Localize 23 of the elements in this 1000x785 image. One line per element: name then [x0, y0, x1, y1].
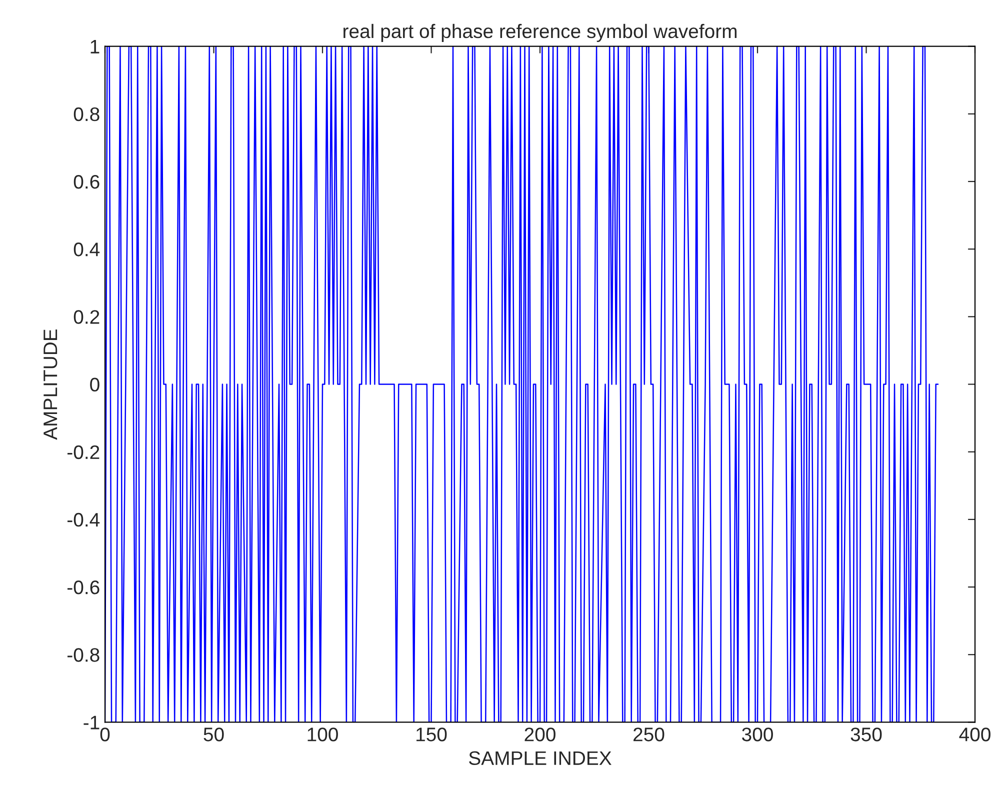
x-tick-label: 0	[100, 728, 110, 742]
chart-title: real part of phase reference symbol waveform	[344, 24, 737, 42]
x-tick-label: 300	[742, 728, 773, 742]
x-tick-label: 350	[850, 728, 882, 742]
y-axis-title: AMPLITUDE	[44, 329, 58, 440]
y-tick-label: 0.2	[74, 310, 100, 324]
y-tick-label: 0.8	[74, 107, 100, 122]
x-tick-label: 150	[416, 728, 447, 742]
y-tick-label: -0.6	[68, 580, 100, 594]
x-tick-label: 50	[204, 728, 224, 742]
x-tick-label: 100	[308, 728, 338, 742]
y-tick-label: 1	[90, 40, 100, 54]
y-tick-label: -0.8	[68, 648, 100, 662]
y-tick-label: -1	[84, 716, 100, 730]
y-tick-label: 0	[90, 378, 100, 392]
y-tick-label: 0.6	[74, 174, 100, 189]
x-tick-label: 250	[634, 728, 664, 742]
x-axis-title: SAMPLE INDEX	[469, 751, 612, 766]
x-tick-label: 400	[959, 728, 990, 742]
x-tick-label: 200	[524, 728, 556, 742]
y-tick-label: 0.4	[74, 242, 100, 256]
y-tick-label: -0.4	[68, 512, 100, 527]
y-tick-label: -0.2	[68, 445, 100, 460]
